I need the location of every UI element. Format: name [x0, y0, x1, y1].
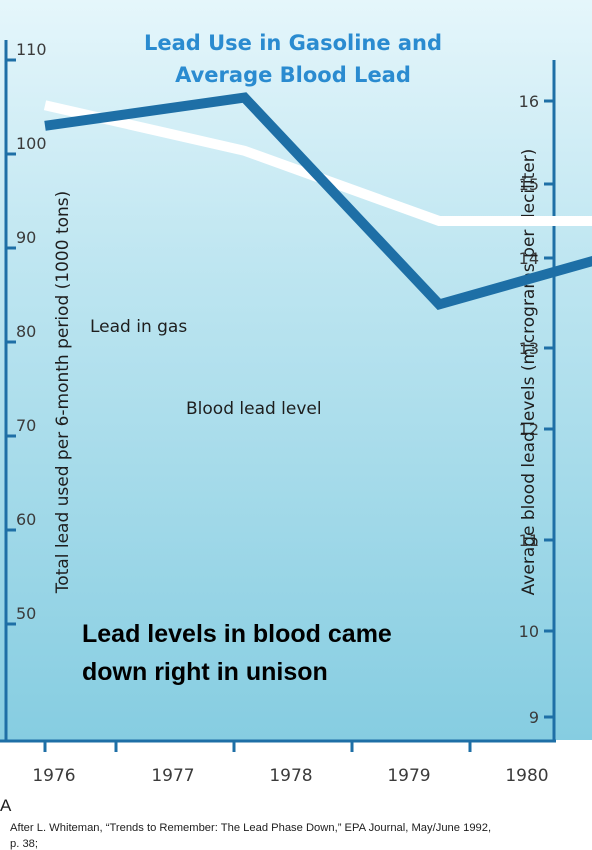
- footer-background: [0, 740, 592, 850]
- series-line-lead-in-gas: [44, 92, 592, 311]
- annotation-line-1: Lead levels in blood came: [82, 620, 392, 648]
- right-tick-label: 11: [519, 531, 539, 550]
- x-tick-label: 1976: [32, 766, 75, 786]
- chart-title-line-2: Average Blood Lead: [175, 63, 411, 87]
- x-ticks: 1976 1977 1978 1979 1980: [32, 741, 549, 786]
- series-line-blood-lead-level: [43, 100, 592, 226]
- chart-title-line-1: Lead Use in Gasoline and: [144, 31, 442, 55]
- right-tick-label: 16: [519, 92, 539, 111]
- right-tick-label: 14: [519, 249, 539, 268]
- right-axis-label: Average blood lead levels (micrograms pe…: [519, 149, 539, 596]
- x-tick-label: 1978: [269, 766, 312, 786]
- source-line-1: After L. Whiteman, “Trends to Remember: …: [10, 822, 491, 834]
- panel-letter: A: [0, 796, 12, 815]
- right-y-ticks: 9 10 11 12 13 14 15 16: [519, 92, 554, 727]
- source-line-2: p. 38;: [10, 838, 38, 850]
- right-tick-label: 15: [519, 175, 539, 194]
- series-label-lead-in-gas: Lead in gas: [90, 317, 187, 337]
- left-tick-label: 80: [16, 322, 36, 341]
- right-tick-label: 13: [519, 339, 539, 358]
- left-y-ticks: 50 60 70 80 90 100 110: [6, 40, 47, 626]
- x-tick-label: 1979: [387, 766, 430, 786]
- plot-background: [0, 0, 592, 740]
- x-tick-label: 1980: [505, 766, 548, 786]
- left-tick-label: 90: [16, 228, 36, 247]
- x-tick-label: 1977: [151, 766, 194, 786]
- right-tick-label: 9: [529, 708, 539, 727]
- left-tick-label: 100: [16, 134, 47, 153]
- series-label-blood-lead-level: Blood lead level: [186, 399, 322, 419]
- right-tick-label: 12: [519, 420, 539, 439]
- annotation-line-2: down right in unison: [82, 658, 328, 686]
- left-tick-label: 50: [16, 604, 36, 623]
- left-axis-label: Total lead used per 6-month period (1000…: [53, 191, 73, 595]
- left-tick-label: 70: [16, 416, 36, 435]
- left-tick-label: 110: [16, 40, 47, 59]
- left-tick-label: 60: [16, 510, 36, 529]
- right-tick-label: 10: [519, 622, 539, 641]
